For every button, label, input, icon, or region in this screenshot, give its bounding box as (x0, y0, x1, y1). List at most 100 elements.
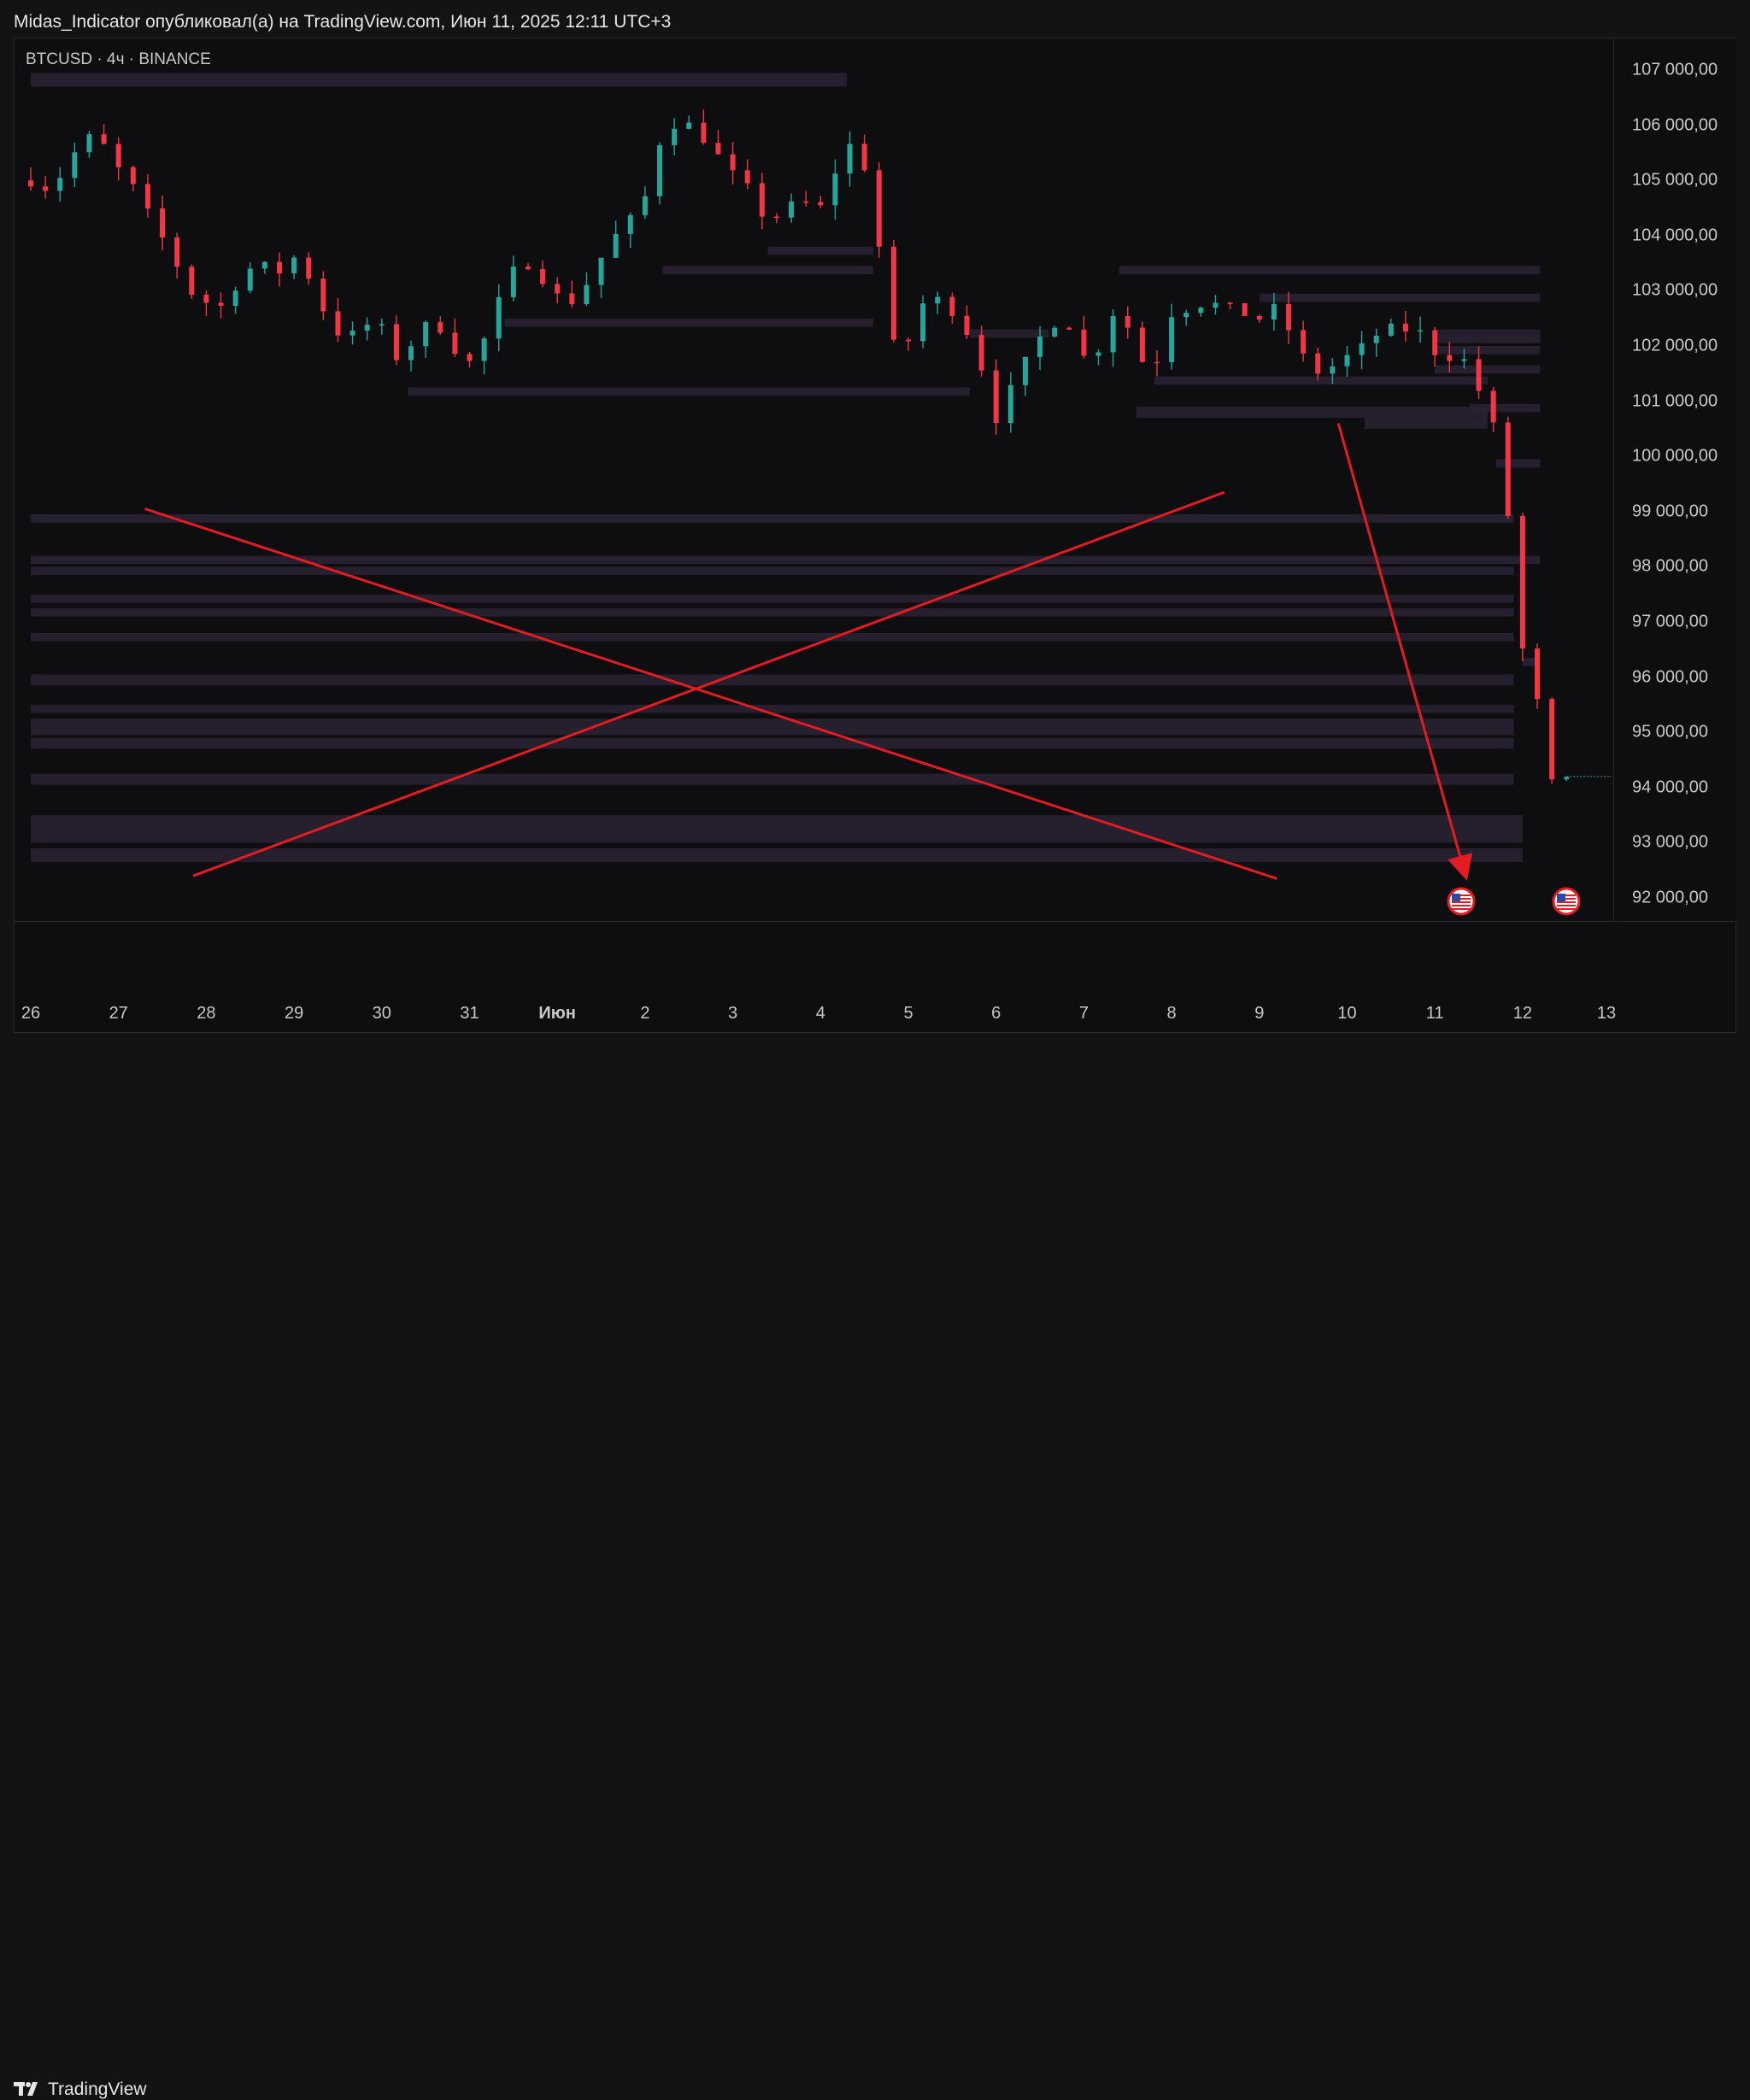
symbol-label[interactable]: BTCUSD · 4ч · BINANCE (26, 50, 211, 68)
price-tick-label: 102 000,00 (1632, 336, 1718, 355)
candle (160, 195, 166, 251)
candle-body (1110, 315, 1116, 353)
candle-body (1139, 327, 1145, 362)
candle (1461, 349, 1467, 369)
candle (1432, 326, 1438, 367)
candle-body (1095, 352, 1101, 356)
tradingview-logo[interactable]: TradingView (14, 2079, 147, 2100)
candle-body (335, 311, 341, 336)
us-flag-icon[interactable] (1552, 887, 1581, 916)
time-tick-label: Июн (538, 1004, 576, 1023)
candle-body (1402, 323, 1408, 331)
time-tick-label: 31 (460, 1004, 479, 1023)
candle-body (261, 261, 267, 269)
time-tick-label: 13 (1596, 1004, 1617, 1023)
tradingview-logo-icon (14, 2082, 38, 2096)
time-tick-label: 3 (728, 1004, 738, 1023)
candle (320, 271, 326, 320)
candle-body (393, 324, 399, 361)
candle-body (890, 246, 896, 340)
time-tick-label: 6 (991, 1004, 1001, 1023)
candle-body (1198, 308, 1204, 314)
liquidity-zone (31, 555, 1541, 565)
candle (1037, 326, 1043, 370)
flag-stripe (1452, 901, 1471, 903)
candle-body (1242, 302, 1248, 316)
candle-body (1461, 359, 1467, 361)
time-tick-label: 8 (1166, 1004, 1177, 1023)
candle (232, 286, 238, 314)
candle (627, 212, 633, 249)
time-tick-label: 29 (284, 1004, 304, 1023)
candle (906, 337, 911, 351)
candle-body (1344, 355, 1350, 367)
candle-body (1535, 648, 1541, 700)
candle-body (320, 279, 326, 312)
candle (832, 159, 838, 220)
candle (964, 305, 970, 339)
flag-stripe (1557, 901, 1577, 903)
candle-body (730, 154, 736, 171)
candle (306, 252, 312, 285)
candle-body (686, 122, 692, 129)
candle (1402, 311, 1408, 342)
liquidity-zone (31, 704, 1514, 713)
price-tick-label: 103 000,00 (1632, 280, 1718, 300)
candle (43, 176, 49, 199)
candle (1388, 318, 1394, 337)
candle-body (701, 122, 707, 144)
candle (1213, 295, 1219, 315)
liquidity-zone (31, 848, 1523, 863)
candle-body (101, 134, 107, 144)
candle (1476, 346, 1482, 399)
liquidity-zone (31, 632, 1514, 642)
flag-canton (1452, 894, 1460, 901)
price-chart-plot[interactable] (0, 0, 1750, 1082)
candle-body (349, 330, 355, 336)
candle (1139, 321, 1145, 363)
candle (789, 193, 795, 223)
candle-body (627, 214, 633, 234)
price-tick-label: 105 000,00 (1632, 170, 1718, 190)
candle-body (832, 173, 838, 206)
drawing-trend-line (144, 507, 1277, 880)
candle (1315, 347, 1321, 381)
candle (203, 290, 209, 317)
candle (1169, 303, 1175, 370)
candle-body (613, 233, 619, 258)
candle-body (1432, 330, 1438, 355)
candle-body (1183, 313, 1189, 318)
candle-body (247, 268, 253, 291)
candle (510, 255, 516, 302)
candle-body (1286, 303, 1292, 331)
candle-body (818, 202, 824, 206)
liquidity-zone (31, 514, 1514, 523)
candle-body (203, 294, 209, 303)
candle (57, 167, 63, 202)
price-scale[interactable] (1613, 38, 1736, 921)
candle-body (1154, 361, 1160, 364)
candle-body (672, 128, 678, 145)
liquidity-zone (408, 387, 970, 396)
us-flag-icon[interactable] (1447, 887, 1476, 916)
liquidity-zone (31, 773, 1514, 785)
time-tick-label: 7 (1078, 1004, 1089, 1023)
candle (598, 257, 604, 298)
candle-body (1373, 335, 1379, 343)
candle (949, 292, 955, 324)
tradingview-brand: TradingView (48, 2079, 147, 2099)
flag-stripe (1557, 908, 1577, 910)
liquidity-zone (504, 318, 873, 327)
price-tick-label: 96 000,00 (1632, 667, 1708, 687)
candle-body (306, 257, 312, 279)
liquidity-zone (1136, 407, 1488, 418)
candle (1256, 314, 1262, 323)
candle-body (861, 144, 867, 171)
candle-body (906, 339, 911, 342)
candle-body (1564, 777, 1570, 780)
time-axis[interactable] (15, 957, 1735, 1032)
price-tick-label: 99 000,00 (1632, 502, 1708, 521)
candle-body (964, 315, 970, 335)
flag-stripe (1557, 898, 1577, 900)
candle-body (1330, 366, 1336, 374)
